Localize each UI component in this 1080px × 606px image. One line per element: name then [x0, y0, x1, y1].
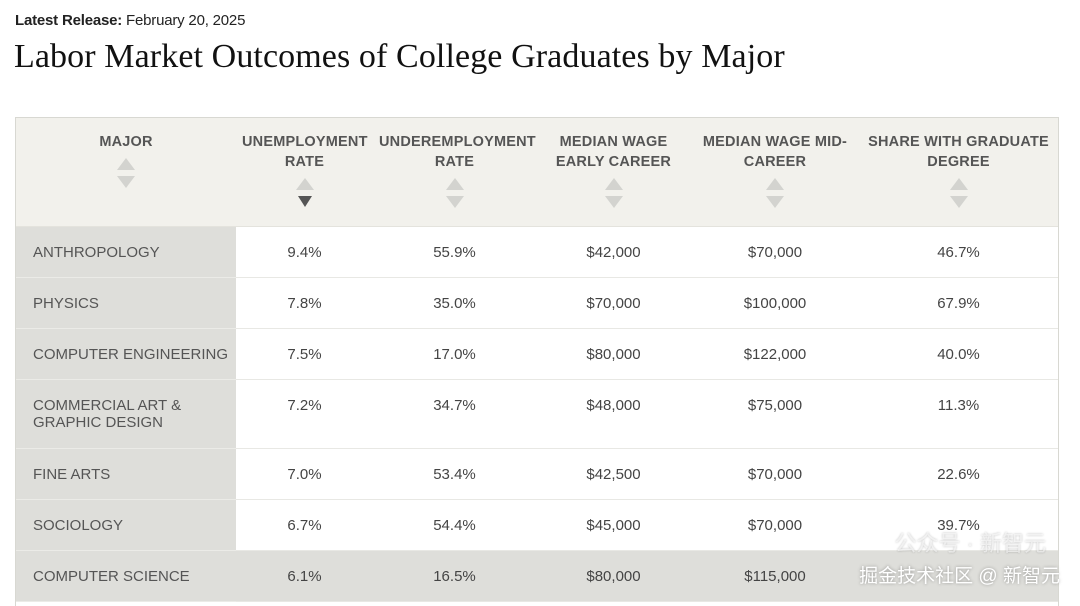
sort-descending-active-icon[interactable]: [297, 196, 312, 207]
wage-mid-cell: $75,000: [691, 379, 859, 449]
sort-descending-icon[interactable]: [949, 196, 968, 208]
wage-mid-cell: $122,000: [691, 328, 859, 380]
sort-controls: [379, 178, 530, 208]
underemployment-cell: 34.7%: [373, 379, 536, 449]
sort-controls: [22, 158, 230, 188]
column-header-major[interactable]: MAJOR: [16, 118, 236, 227]
underemployment-cell: 16.5%: [373, 550, 536, 602]
sort-controls: [542, 178, 685, 208]
wage-early-cell: $80,000: [536, 328, 691, 380]
table-row: COMMERCIAL ART & GRAPHIC DESIGN 7.2% 34.…: [16, 379, 1058, 449]
sort-ascending-icon[interactable]: [445, 178, 464, 190]
column-header-label: UNEMPLOYMENT RATE: [242, 134, 368, 170]
wage-early-cell: $42,500: [536, 448, 691, 500]
wage-mid-cell: $100,000: [691, 277, 859, 329]
table-row: FINE ARTS 7.0% 53.4% $42,500 $70,000 22.…: [16, 448, 1058, 500]
release-label: Latest Release:: [15, 12, 123, 29]
sort-ascending-icon[interactable]: [766, 178, 784, 190]
sort-ascending-icon[interactable]: [117, 158, 135, 170]
outcomes-table-container: MAJOR UNEMPLOYMENT RATE UNDEREMPLOYMENT …: [15, 117, 1059, 606]
sort-descending-icon[interactable]: [766, 196, 784, 208]
release-date: February 20, 2025: [126, 12, 246, 29]
column-header-label: MEDIAN WAGE MID-CAREER: [702, 134, 848, 170]
unemployment-cell: 9.4%: [236, 226, 373, 278]
sort-descending-icon[interactable]: [604, 196, 623, 208]
column-header-label: UNDEREMPLOYMENT RATE: [379, 134, 536, 170]
table-row: ANTHROPOLOGY 9.4% 55.9% $42,000 $70,000 …: [16, 226, 1058, 278]
unemployment-cell: 7.5%: [236, 328, 373, 380]
sort-controls: [697, 178, 853, 208]
page-title: Labor Market Outcomes of College Graduat…: [14, 38, 785, 75]
table-row: PHYSICS 7.8% 35.0% $70,000 $100,000 67.9…: [16, 277, 1058, 329]
column-header-median-wage-mid[interactable]: MEDIAN WAGE MID-CAREER: [691, 118, 859, 227]
major-cell: SOCIOLOGY: [16, 499, 236, 551]
wage-early-cell: $70,000: [536, 277, 691, 329]
grad-share-cell: 22.6%: [859, 448, 1058, 500]
sort-controls: [865, 178, 1052, 208]
unemployment-cell: 7.2%: [236, 379, 373, 449]
major-cell: ANTHROPOLOGY: [16, 226, 236, 278]
underemployment-cell: 54.4%: [373, 499, 536, 551]
major-cell: COMMERCIAL ART & GRAPHIC DESIGN: [16, 379, 236, 449]
table-row: SOCIOLOGY 6.7% 54.4% $45,000 $70,000 39.…: [16, 499, 1058, 551]
table-header-row: MAJOR UNEMPLOYMENT RATE UNDEREMPLOYMENT …: [16, 118, 1058, 227]
table-row: COMPUTER SCIENCE 6.1% 16.5% $80,000 $115…: [16, 550, 1058, 602]
column-header-unemployment-rate[interactable]: UNEMPLOYMENT RATE: [236, 118, 373, 227]
underemployment-cell: 53.4%: [373, 448, 536, 500]
major-cell: COMPUTER ENGINEERING: [16, 328, 236, 380]
unemployment-cell: 7.0%: [236, 448, 373, 500]
sort-ascending-icon[interactable]: [295, 178, 314, 190]
release-line: Latest Release: February 20, 2025: [15, 12, 245, 29]
grad-share-cell: 11.3%: [859, 379, 1058, 449]
wage-early-cell: $45,000: [536, 499, 691, 551]
column-header-graduate-degree-share[interactable]: SHARE WITH GRADUATE DEGREE: [859, 118, 1058, 227]
watermark-text: 掘金技术社区 @ 新智元: [859, 566, 1060, 587]
column-header-label: SHARE WITH GRADUATE DEGREE: [868, 134, 1049, 170]
unemployment-cell: 6.7%: [236, 499, 373, 551]
table-row: COMPUTER ENGINEERING 7.5% 17.0% $80,000 …: [16, 328, 1058, 380]
sort-controls: [242, 178, 367, 207]
column-header-median-wage-early[interactable]: MEDIAN WAGE EARLY CAREER: [536, 118, 691, 227]
wage-mid-cell: $70,000: [691, 448, 859, 500]
wage-mid-cell: $70,000: [691, 499, 859, 551]
unemployment-cell: 7.8%: [236, 277, 373, 329]
grad-share-cell: 39.7%: [859, 499, 1058, 551]
watermark-ghost-text: 公众号 · 新智元: [894, 531, 1046, 556]
sort-descending-icon[interactable]: [117, 176, 135, 188]
major-cell: COMPUTER SCIENCE: [16, 550, 236, 602]
sort-ascending-icon[interactable]: [604, 178, 623, 190]
wage-mid-cell: $70,000: [691, 226, 859, 278]
underemployment-cell: 35.0%: [373, 277, 536, 329]
grad-share-cell: 67.9%: [859, 277, 1058, 329]
wage-early-cell: $80,000: [536, 550, 691, 602]
major-cell: FINE ARTS: [16, 448, 236, 500]
sort-descending-icon[interactable]: [445, 196, 464, 208]
grad-share-cell: 40.0%: [859, 328, 1058, 380]
wage-early-cell: $48,000: [536, 379, 691, 449]
column-header-label: MAJOR: [99, 134, 153, 150]
underemployment-cell: 17.0%: [373, 328, 536, 380]
column-header-underemployment-rate[interactable]: UNDEREMPLOYMENT RATE: [373, 118, 536, 227]
underemployment-cell: 55.9%: [373, 226, 536, 278]
grad-share-cell: 46.7%: [859, 226, 1058, 278]
column-header-label: MEDIAN WAGE EARLY CAREER: [555, 134, 672, 170]
unemployment-cell: 6.1%: [236, 550, 373, 602]
wage-early-cell: $42,000: [536, 226, 691, 278]
major-cell: PHYSICS: [16, 277, 236, 329]
sort-ascending-icon[interactable]: [949, 178, 968, 190]
watermark: 公众号 · 新智元 掘金技术社区 @ 新智元: [859, 531, 1060, 588]
outcomes-table: MAJOR UNEMPLOYMENT RATE UNDEREMPLOYMENT …: [16, 118, 1058, 602]
grad-share-cell: [859, 550, 1058, 602]
wage-mid-cell: $115,000: [691, 550, 859, 602]
